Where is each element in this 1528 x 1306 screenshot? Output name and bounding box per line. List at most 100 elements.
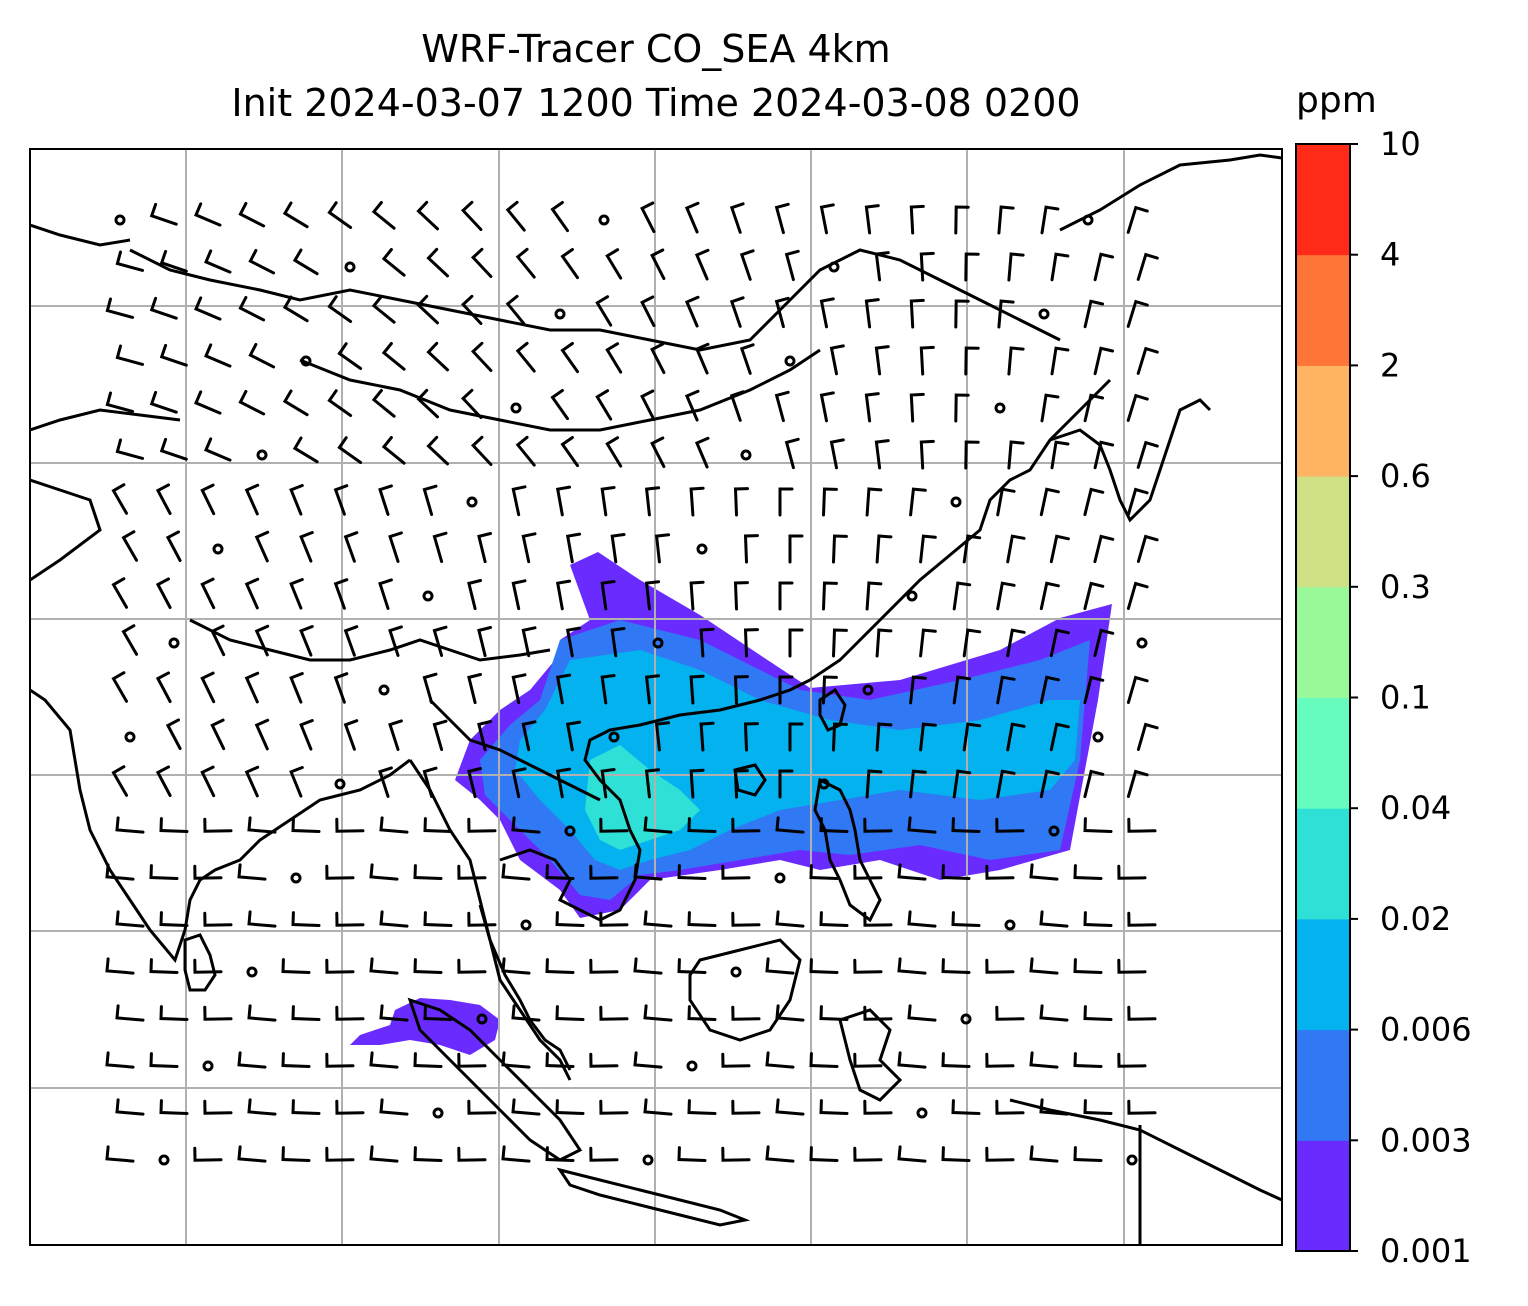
calm-wind-marker	[950, 496, 962, 508]
wind-barb	[684, 295, 700, 328]
wind-barb	[193, 864, 223, 880]
wind-barb	[111, 483, 128, 515]
wind-barb	[388, 719, 403, 751]
calm-wind-marker	[334, 778, 346, 790]
wind-barb	[605, 436, 623, 468]
wind-barb	[237, 863, 267, 881]
calm-wind-marker	[554, 308, 566, 320]
wind-barb	[952, 581, 972, 611]
wind-barb	[1083, 817, 1113, 833]
wind-barb	[149, 958, 179, 974]
wind-barb	[292, 248, 319, 276]
wind-barb	[605, 248, 623, 280]
wind-barb	[721, 864, 751, 880]
calm-wind-marker	[1092, 731, 1104, 743]
plume-sumatra-patch	[350, 998, 500, 1055]
wind-barb	[159, 911, 189, 927]
wind-barb	[731, 817, 761, 833]
wind-barb	[1039, 1098, 1069, 1116]
colorbar-tick-label: 0.04	[1380, 789, 1451, 827]
wind-barb	[511, 1098, 541, 1116]
wind-barb	[951, 1099, 981, 1115]
wind-barb	[1126, 205, 1149, 234]
wind-barb	[1083, 299, 1105, 329]
wind-barb	[875, 628, 893, 658]
wind-barb	[687, 1005, 717, 1021]
wind-barb	[874, 439, 890, 470]
wind-barb	[511, 579, 527, 611]
wind-barb	[115, 816, 145, 834]
wind-barb	[1127, 1099, 1157, 1115]
wind-barb	[521, 626, 537, 658]
wind-barb	[875, 722, 893, 752]
wind-barb	[832, 628, 848, 658]
wind-barb	[829, 344, 845, 376]
wind-barb	[605, 342, 623, 374]
colorbar-segment	[1296, 254, 1350, 366]
wind-barb	[115, 910, 145, 928]
colorbar-tick-label: 0.1	[1380, 679, 1431, 717]
calm-wind-marker	[114, 214, 126, 226]
wind-barb	[775, 816, 805, 834]
wind-barb	[919, 628, 937, 658]
wind-barb	[159, 343, 188, 367]
wind-barb	[159, 817, 189, 833]
wind-barb	[378, 578, 393, 610]
wind-barb	[381, 342, 406, 371]
wind-barb	[501, 1051, 531, 1069]
wind-barb	[996, 581, 1016, 611]
wind-barb	[687, 817, 717, 833]
wind-barb	[774, 390, 790, 423]
wind-barb	[1040, 393, 1060, 423]
wind-barb	[589, 1052, 619, 1068]
wind-barb	[379, 816, 409, 834]
wind-barb	[105, 1145, 135, 1163]
wind-barb	[299, 531, 314, 563]
wind-barb	[1127, 911, 1157, 927]
wind-barb	[1136, 346, 1159, 375]
wind-barb	[1007, 346, 1025, 376]
wind-barb	[238, 389, 266, 416]
wind-barb	[694, 248, 710, 281]
wind-barb	[555, 1099, 585, 1115]
wind-barb	[743, 534, 759, 564]
wind-barb	[684, 389, 700, 422]
wind-barb	[204, 249, 232, 274]
wind-barb	[600, 486, 616, 517]
wind-barb	[105, 297, 135, 319]
wind-barb	[985, 958, 1015, 974]
wind-barb	[203, 817, 233, 833]
colorbar-segment	[1296, 808, 1350, 920]
wind-barb	[599, 1099, 629, 1115]
wind-barb	[600, 768, 616, 799]
wind-barb	[733, 675, 749, 705]
wind-barb	[422, 766, 438, 798]
wind-barb	[599, 1005, 629, 1021]
wind-barb	[511, 1004, 541, 1022]
wind-barb	[643, 910, 673, 928]
wind-barb	[333, 484, 349, 516]
wind-barb	[1006, 722, 1026, 752]
wind-barb	[1093, 534, 1115, 564]
wind-barb	[897, 1145, 927, 1163]
wind-barb	[1093, 252, 1115, 282]
wind-barb	[247, 816, 277, 834]
wind-barb	[739, 343, 755, 375]
wind-barb	[555, 485, 572, 517]
wind-barb	[864, 298, 880, 329]
wind-barb	[247, 910, 277, 928]
wind-barb	[897, 863, 927, 881]
wind-barb	[210, 624, 226, 657]
wind-barb	[1083, 581, 1105, 611]
wind-barb	[381, 248, 406, 277]
wind-barb	[875, 534, 893, 564]
wind-barb	[105, 863, 135, 881]
coastline-malay-peninsula	[478, 904, 572, 1071]
wind-barb	[238, 201, 266, 228]
wind-barb	[115, 344, 145, 366]
wind-barb	[1073, 958, 1103, 974]
colorbar-tick-label: 0.003	[1380, 1121, 1472, 1159]
wind-barb	[743, 722, 759, 752]
calm-wind-marker	[1082, 214, 1094, 226]
wind-barb	[809, 1052, 839, 1068]
